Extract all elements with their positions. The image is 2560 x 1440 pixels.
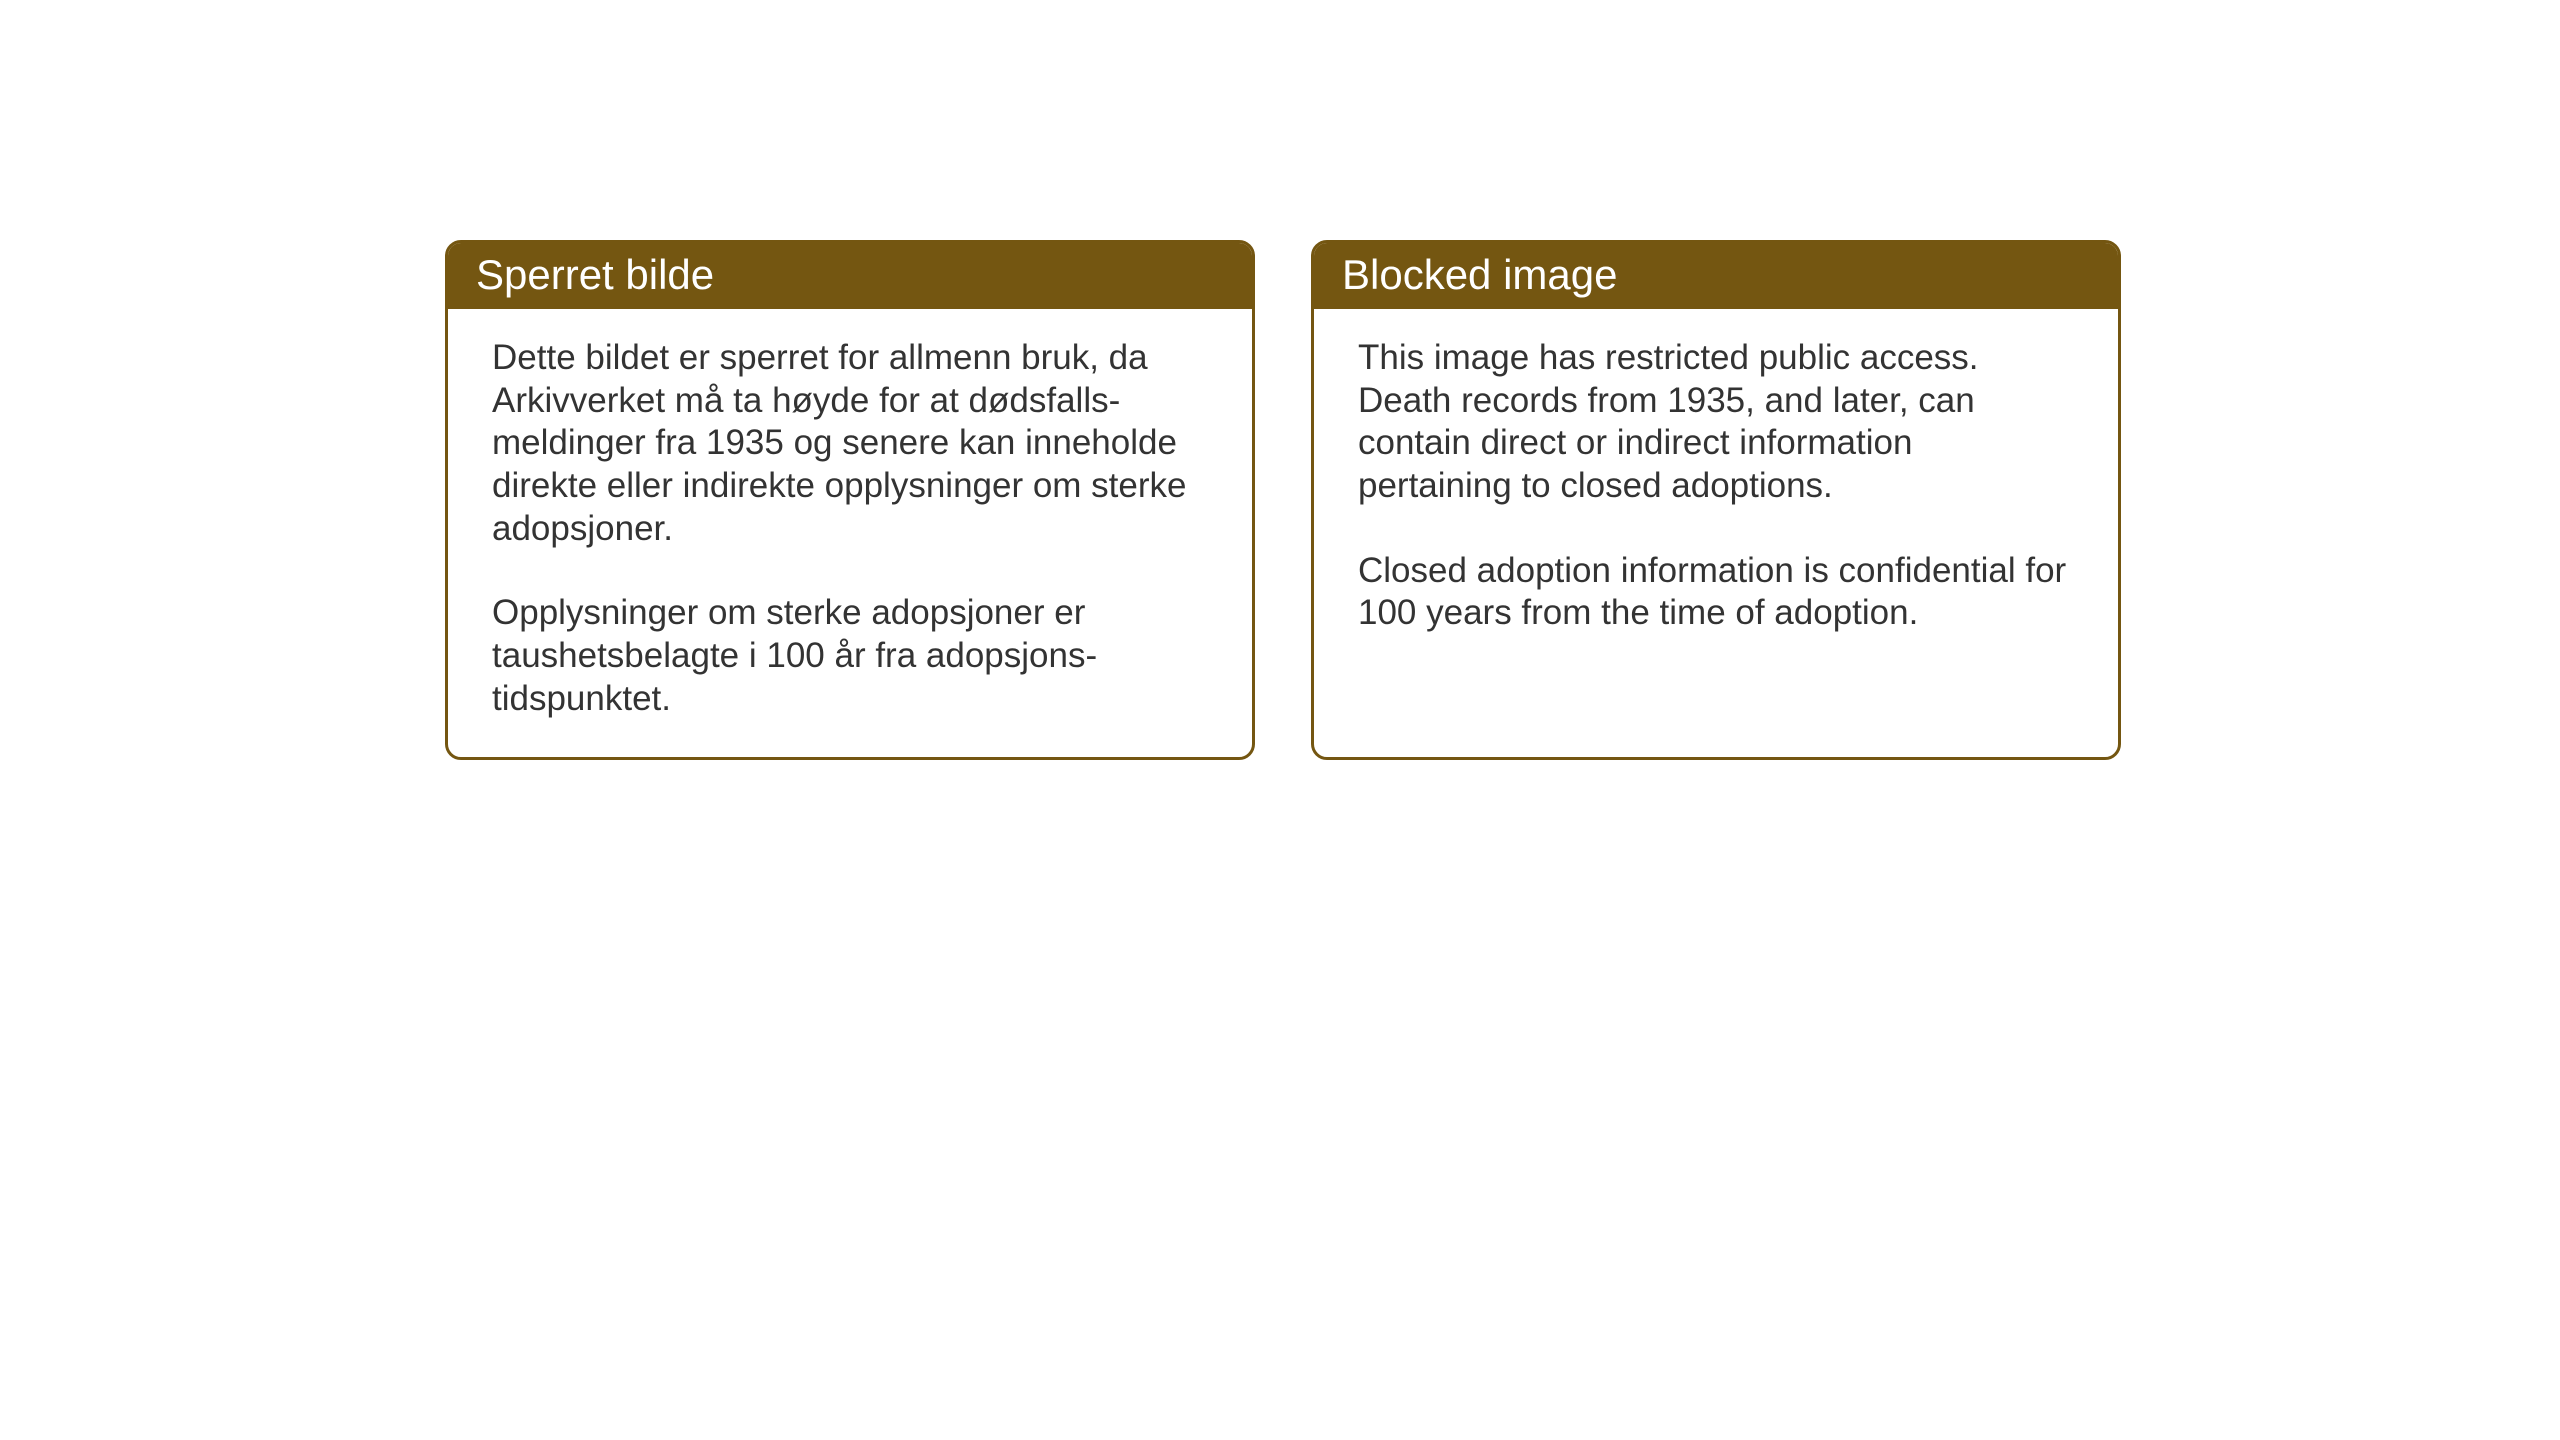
card-body-english: This image has restricted public access.…	[1314, 309, 2118, 671]
card-paragraph: Dette bildet er sperret for allmenn bruk…	[492, 337, 1208, 550]
card-paragraph: This image has restricted public access.…	[1358, 337, 2074, 508]
card-header-english: Blocked image	[1314, 243, 2118, 309]
card-body-norwegian: Dette bildet er sperret for allmenn bruk…	[448, 309, 1252, 757]
card-paragraph: Closed adoption information is confident…	[1358, 550, 2074, 635]
card-english: Blocked image This image has restricted …	[1311, 240, 2121, 760]
card-norwegian: Sperret bilde Dette bildet er sperret fo…	[445, 240, 1255, 760]
cards-container: Sperret bilde Dette bildet er sperret fo…	[445, 240, 2121, 760]
card-header-norwegian: Sperret bilde	[448, 243, 1252, 309]
card-paragraph: Opplysninger om sterke adopsjoner er tau…	[492, 592, 1208, 720]
card-title: Sperret bilde	[476, 251, 714, 298]
card-title: Blocked image	[1342, 251, 1617, 298]
